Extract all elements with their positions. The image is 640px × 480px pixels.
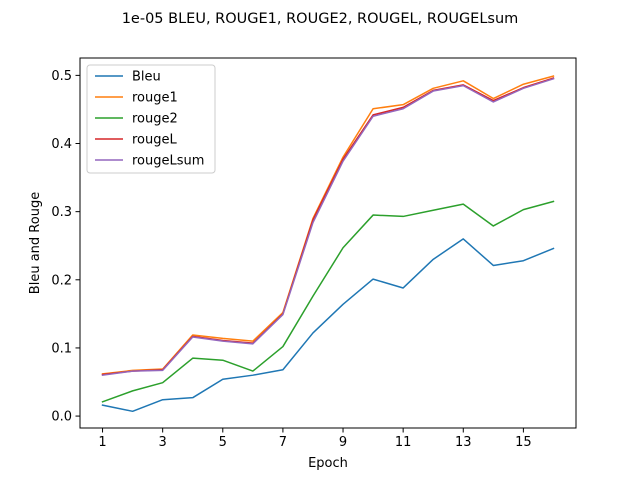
- x-tick-label: 15: [515, 435, 532, 450]
- legend-label-rougelsum: rougeLsum: [132, 154, 204, 169]
- y-tick-label: 0.5: [51, 69, 72, 84]
- y-tick-label: 0.3: [51, 205, 72, 220]
- x-tick-label: 1: [98, 435, 106, 450]
- series-line-rougelsum: [101, 77, 555, 377]
- y-axis-ticks: 0.0 0.1 0.2 0.3 0.4 0.5: [51, 69, 80, 425]
- legend-label-bleu: Bleu: [132, 70, 161, 85]
- x-tick-label: 13: [455, 435, 472, 450]
- x-tick-label: 7: [279, 435, 287, 450]
- legend-label-rouge1: rouge1: [132, 91, 178, 106]
- legend-box: [86, 64, 216, 174]
- series-lines: [101, 75, 555, 413]
- x-tick-label: 3: [159, 435, 167, 450]
- y-tick-label: 0.1: [51, 341, 72, 356]
- x-tick-label: 11: [395, 435, 412, 450]
- plot-area: 1 3 5 7 9 11 13 15 0.00.10.20.30.40.5: [51, 57, 577, 450]
- legend-label-rouge2: rouge2: [132, 112, 178, 127]
- axes-frame: [79, 57, 577, 429]
- y-tick-label: 0.2: [51, 273, 72, 288]
- y-tick-label: 0.0: [51, 410, 72, 425]
- x-axis-ticks: 1 3 5 7 9 11 13 15: [98, 428, 532, 450]
- x-tick-label: 5: [219, 435, 227, 450]
- chart-title: 1e-05 BLEU, ROUGE1, ROUGE2, ROUGEL, ROUG…: [122, 11, 519, 27]
- legend-items: Bleu rouge1 rouge2 rougeL rougeLsum: [95, 70, 204, 169]
- x-axis-label: Epoch: [308, 456, 348, 471]
- y-tick-label: 0.4: [51, 137, 72, 152]
- series-line-bleu: [101, 238, 555, 413]
- legend: Bleu rouge1 rouge2 rougeL rougeLsum: [86, 64, 216, 174]
- y-axis-label: Bleu and Rouge: [28, 192, 43, 294]
- x-tick-label: 9: [339, 435, 347, 450]
- series-line-rouge2: [101, 200, 555, 403]
- legend-label-rougel: rougeL: [132, 133, 178, 148]
